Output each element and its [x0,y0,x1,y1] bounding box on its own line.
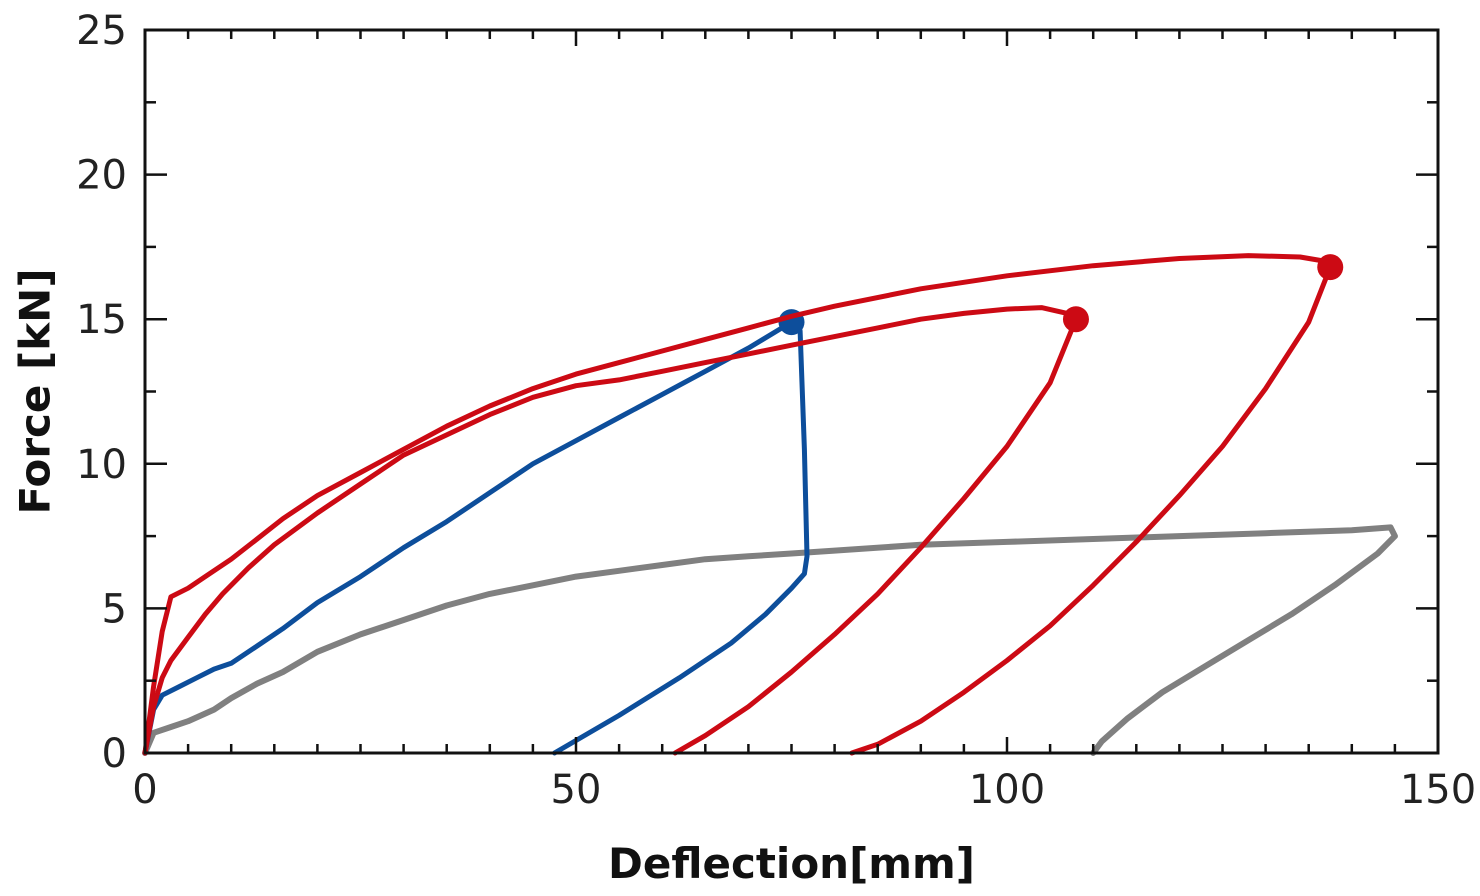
axes-layer: 0 50 100 150 0 5 10 15 20 25 [76,8,1476,813]
series-0 [142,524,1398,756]
series-2-line-1 [672,316,1079,756]
x-tick-label: 0 [132,767,157,813]
x-tick-label: 100 [969,767,1045,813]
series-3-line-1 [849,264,1333,756]
y-tick-label: 15 [76,297,127,343]
series-3-line-0 [142,253,1333,756]
x-tick-label: 50 [551,767,602,813]
x-tick-label: 150 [1400,767,1476,813]
series-2-line-0 [142,305,1079,756]
plot-layer [142,253,1398,756]
series-1-line-1 [142,319,794,756]
series-1 [142,309,810,756]
series-2-peak-marker [1062,306,1089,333]
series-0-line-0 [142,524,1398,756]
y-tick-label: 10 [76,442,127,488]
series-3 [142,253,1344,756]
series-3-peak-marker [1317,254,1344,281]
y-tick-label: 5 [102,586,127,632]
y-tick-label: 0 [102,731,127,777]
y-tick-label: 20 [76,153,127,199]
series-2 [142,305,1089,756]
x-axis-title: Deflection[mm] [608,839,975,888]
y-axis-title: Force [kN] [11,268,60,514]
series-1-line-0 [552,319,810,756]
y-tick-label: 25 [76,8,127,54]
